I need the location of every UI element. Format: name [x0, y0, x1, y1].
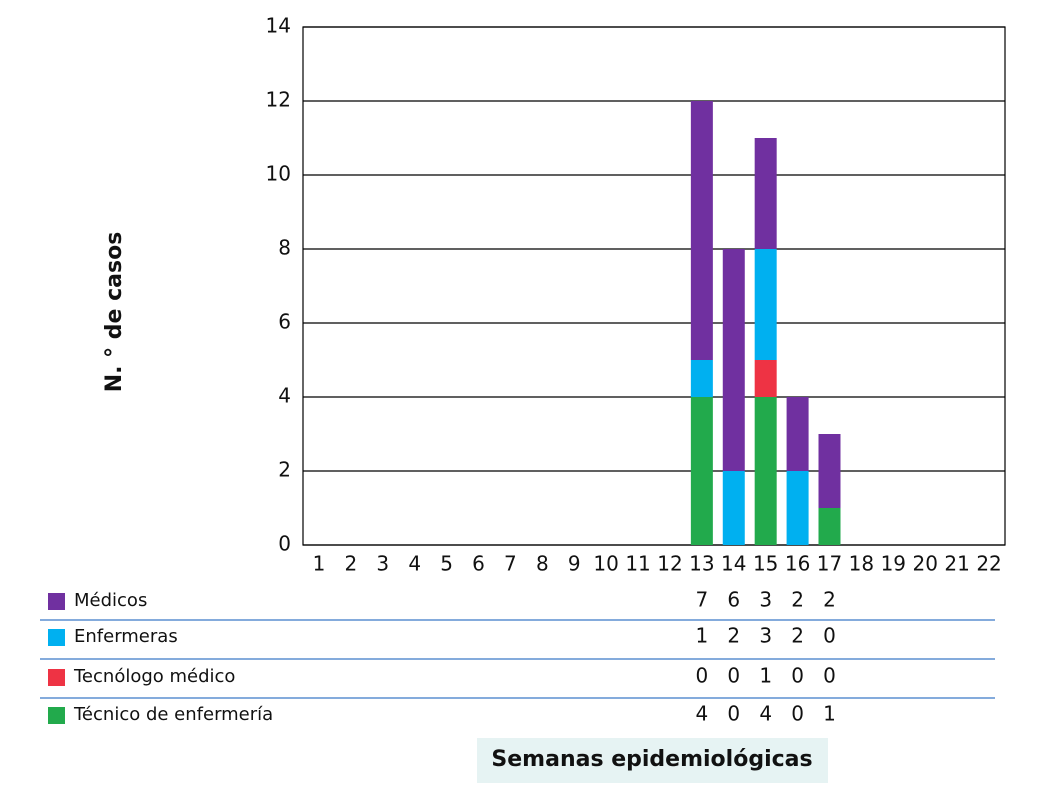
bar-segment	[786, 471, 809, 545]
table-value: 1	[823, 702, 836, 726]
bar-segment	[690, 360, 713, 397]
x-tick-label: 13	[689, 552, 714, 576]
x-tick-label: 22	[976, 552, 1001, 576]
x-tick-label: 9	[568, 552, 581, 576]
bar-segment	[786, 397, 809, 471]
table-value: 0	[727, 664, 740, 688]
table-value: 0	[791, 702, 804, 726]
bar-segment	[754, 397, 777, 545]
legend-swatch	[48, 669, 65, 686]
table-value: 7	[695, 588, 708, 612]
table-value: 6	[727, 588, 740, 612]
plot-frame	[302, 26, 1006, 546]
bar-segment	[754, 249, 777, 360]
table-value: 3	[759, 588, 772, 612]
legend-label: Médicos	[74, 590, 147, 611]
x-tick-label: 14	[721, 552, 746, 576]
y-tick-label: 12	[266, 88, 291, 112]
bar-segment	[754, 360, 777, 397]
table-value: 0	[695, 664, 708, 688]
x-tick-label: 18	[849, 552, 874, 576]
bar-segment	[690, 101, 713, 360]
legend-swatch	[48, 629, 65, 646]
x-tick-label: 10	[593, 552, 618, 576]
bar-segment	[690, 397, 713, 545]
x-tick-label: 21	[944, 552, 969, 576]
table-value: 1	[695, 624, 708, 648]
x-tick-label: 12	[657, 552, 682, 576]
x-label-box	[477, 738, 828, 783]
y-tick-label: 2	[278, 458, 291, 482]
x-tick-label: 3	[376, 552, 389, 576]
table-value: 2	[727, 624, 740, 648]
x-axis-label: Semanas epidemiológicas	[491, 747, 812, 772]
y-tick-label: 0	[278, 532, 291, 556]
x-tick-label: 4	[408, 552, 421, 576]
table-value: 2	[791, 624, 804, 648]
bar-segment	[722, 471, 745, 545]
y-tick-label: 14	[266, 14, 291, 38]
table-value: 0	[791, 664, 804, 688]
bar-segment	[818, 508, 841, 545]
x-tick-label: 16	[785, 552, 810, 576]
table-value: 4	[759, 702, 772, 726]
table-value: 0	[823, 664, 836, 688]
y-tick-label: 6	[278, 310, 291, 334]
x-tick-label: 5	[440, 552, 453, 576]
table-value: 0	[823, 624, 836, 648]
y-tick-label: 4	[278, 384, 291, 408]
legend-swatch	[48, 593, 65, 610]
table-value: 0	[727, 702, 740, 726]
bar-segment	[818, 434, 841, 508]
table-value: 2	[791, 588, 804, 612]
legend-swatch	[48, 707, 65, 724]
x-tick-label: 20	[913, 552, 938, 576]
legend-label: Tecnólogo médico	[73, 666, 235, 687]
legend-label: Enfermeras	[74, 626, 178, 647]
x-tick-label: 15	[753, 552, 778, 576]
x-tick-label: 6	[472, 552, 485, 576]
table-value: 1	[759, 664, 772, 688]
table-value: 2	[823, 588, 836, 612]
x-tick-label: 11	[625, 552, 650, 576]
table-value: 3	[759, 624, 772, 648]
x-tick-label: 19	[881, 552, 906, 576]
y-tick-label: 10	[266, 162, 291, 186]
table-value: 4	[695, 702, 708, 726]
x-tick-label: 8	[536, 552, 549, 576]
y-tick-label: 8	[278, 236, 291, 260]
x-tick-label: 7	[504, 552, 517, 576]
bar-segment	[722, 249, 745, 471]
x-tick-label: 2	[344, 552, 357, 576]
x-tick-label: 17	[817, 552, 842, 576]
legend-label: Técnico de enfermería	[73, 704, 273, 725]
bar-segment	[754, 138, 777, 249]
x-tick-label: 1	[313, 552, 326, 576]
y-axis-label: N. ° de casos	[102, 232, 127, 393]
